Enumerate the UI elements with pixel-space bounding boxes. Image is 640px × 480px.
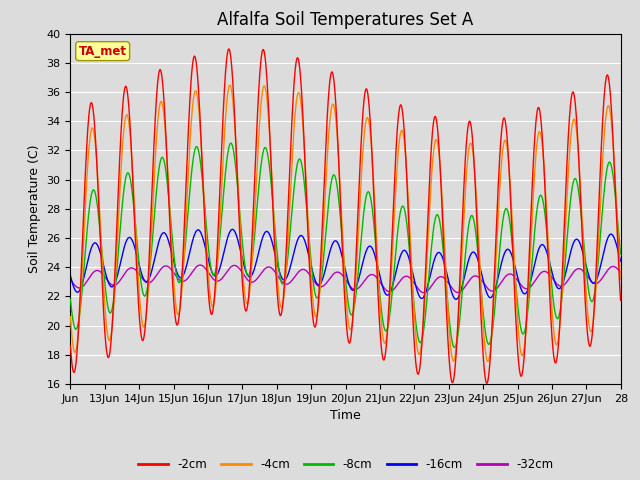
Title: Alfalfa Soil Temperatures Set A: Alfalfa Soil Temperatures Set A (218, 11, 474, 29)
Y-axis label: Soil Temperature (C): Soil Temperature (C) (28, 144, 41, 273)
Legend: -2cm, -4cm, -8cm, -16cm, -32cm: -2cm, -4cm, -8cm, -16cm, -32cm (133, 454, 558, 476)
X-axis label: Time: Time (330, 409, 361, 422)
Text: TA_met: TA_met (79, 45, 127, 58)
